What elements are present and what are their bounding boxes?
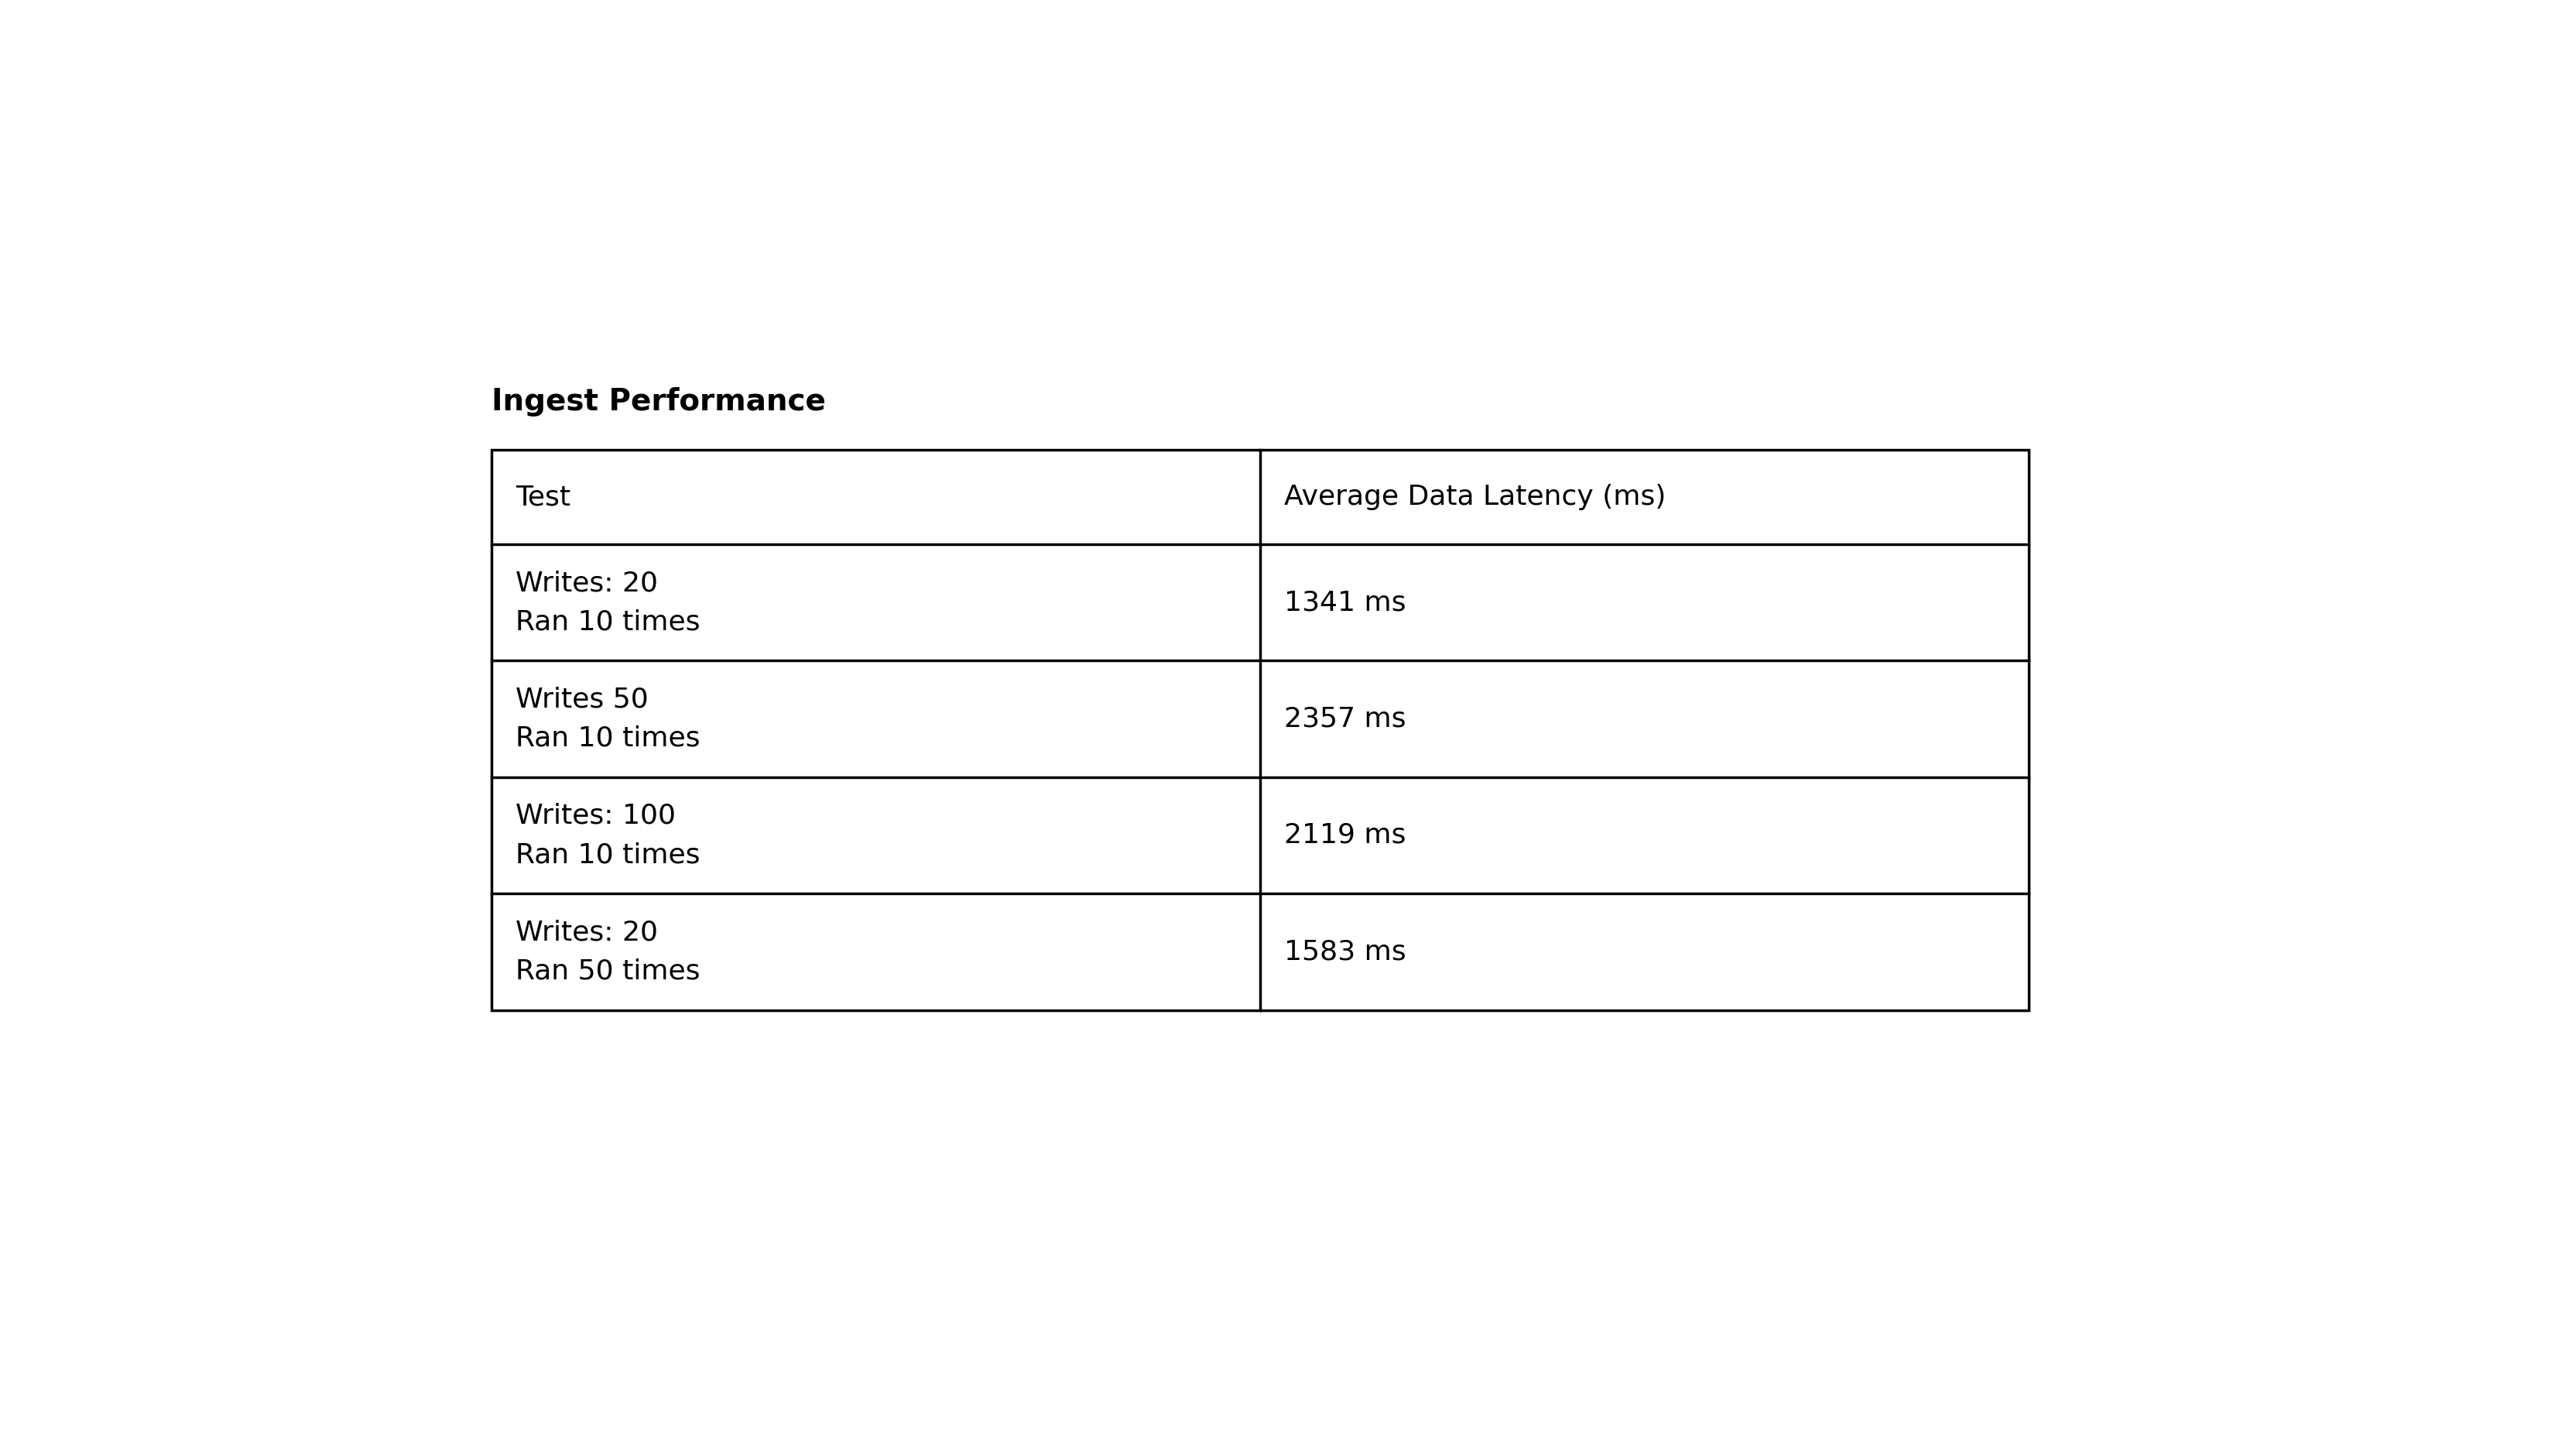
Text: Writes: 20
Ran 10 times: Writes: 20 Ran 10 times (515, 570, 701, 635)
Bar (492, 449, 2030, 1009)
Text: Ingest Performance: Ingest Performance (492, 387, 827, 416)
Text: Writes 50
Ran 10 times: Writes 50 Ran 10 times (515, 687, 701, 752)
Text: Writes: 20
Ran 50 times: Writes: 20 Ran 50 times (515, 919, 701, 985)
Text: Writes: 100
Ran 10 times: Writes: 100 Ran 10 times (515, 802, 701, 868)
Text: Average Data Latency (ms): Average Data Latency (ms) (1285, 484, 1667, 510)
Text: 1583 ms: 1583 ms (1285, 939, 1406, 965)
Text: 1341 ms: 1341 ms (1285, 589, 1406, 616)
Text: 2357 ms: 2357 ms (1285, 706, 1406, 732)
Text: Test: Test (515, 484, 572, 510)
Text: 2119 ms: 2119 ms (1285, 822, 1406, 848)
